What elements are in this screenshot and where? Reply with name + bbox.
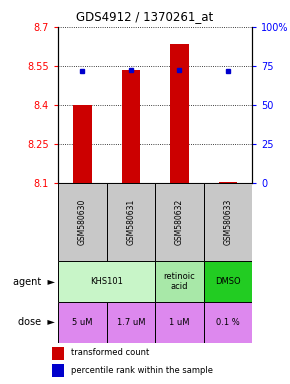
Bar — [155, 183, 204, 261]
Text: 1.7 uM: 1.7 uM — [117, 318, 145, 327]
Bar — [52, 364, 64, 377]
Bar — [73, 105, 92, 183]
Text: GSM580632: GSM580632 — [175, 199, 184, 245]
Text: KHS101: KHS101 — [90, 277, 123, 286]
Bar — [58, 302, 106, 343]
Bar — [52, 347, 64, 360]
Text: dose  ►: dose ► — [18, 318, 55, 328]
Bar — [58, 183, 106, 261]
Text: agent  ►: agent ► — [13, 276, 55, 286]
Bar — [219, 182, 237, 183]
Text: GSM580631: GSM580631 — [126, 199, 135, 245]
Text: GDS4912 / 1370261_at: GDS4912 / 1370261_at — [76, 10, 214, 23]
Bar — [106, 302, 155, 343]
Text: percentile rank within the sample: percentile rank within the sample — [71, 366, 213, 375]
Text: GSM580633: GSM580633 — [224, 199, 233, 245]
Text: 1 uM: 1 uM — [169, 318, 190, 327]
Bar — [204, 261, 252, 302]
Bar — [155, 302, 204, 343]
Bar — [204, 302, 252, 343]
Bar — [106, 183, 155, 261]
Text: retinoic
acid: retinoic acid — [164, 272, 195, 291]
Bar — [170, 44, 189, 183]
Bar — [155, 261, 204, 302]
Text: transformed count: transformed count — [71, 348, 149, 358]
Bar — [204, 183, 252, 261]
Bar — [122, 70, 140, 183]
Text: 5 uM: 5 uM — [72, 318, 93, 327]
Text: 0.1 %: 0.1 % — [216, 318, 240, 327]
Bar — [58, 261, 155, 302]
Text: DMSO: DMSO — [215, 277, 241, 286]
Text: GSM580630: GSM580630 — [78, 199, 87, 245]
